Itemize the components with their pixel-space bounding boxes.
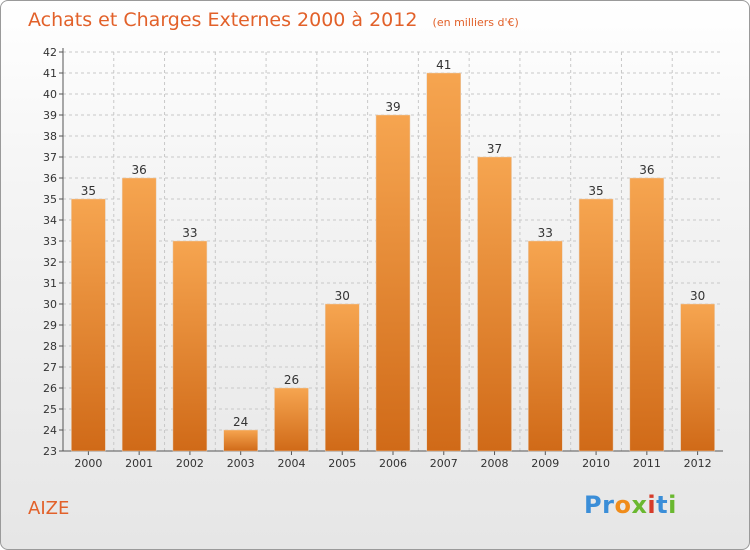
chart-title: Achats et Charges Externes 2000 à 2012 [28, 9, 418, 31]
bar-2000 [71, 198, 106, 452]
x-tick-label: 2000 [74, 457, 102, 470]
y-tick-label: 28 [43, 340, 57, 353]
bar-2006 [375, 114, 411, 452]
y-tick-label: 36 [43, 172, 57, 185]
bars [71, 72, 715, 452]
title-row: Achats et Charges Externes 2000 à 2012 (… [28, 9, 519, 31]
bar-2008 [477, 156, 512, 452]
bar-value-label: 36 [132, 163, 147, 177]
x-tick-label: 2006 [379, 457, 407, 470]
x-tick-label: 2010 [582, 457, 610, 470]
y-tick-label: 23 [43, 445, 57, 458]
x-tick-label: 2008 [481, 457, 509, 470]
y-tick-label: 30 [43, 298, 57, 311]
y-tick-label: 26 [43, 382, 57, 395]
bar-value-label: 35 [588, 184, 603, 198]
x-tick-label: 2007 [430, 457, 458, 470]
x-tick-label: 2001 [125, 457, 153, 470]
bar-value-label: 41 [436, 58, 451, 72]
bar-2012 [680, 303, 715, 452]
x-tick-label: 2004 [277, 457, 305, 470]
y-tick-label: 34 [43, 214, 57, 227]
y-tick-label: 31 [43, 277, 57, 290]
y-tick-label: 35 [43, 193, 57, 206]
bar-value-label: 30 [335, 289, 350, 303]
bar-value-label: 26 [284, 373, 299, 387]
y-tick-label: 25 [43, 403, 57, 416]
x-tick-label: 2002 [176, 457, 204, 470]
x-tick-label: 2003 [227, 457, 255, 470]
bar-value-label: 30 [690, 289, 705, 303]
bar-2010 [578, 198, 614, 452]
y-tick-label: 33 [43, 235, 57, 248]
bar-2002 [172, 240, 208, 452]
bar-2005 [324, 303, 360, 452]
x-tick-label: 2009 [531, 457, 559, 470]
bar-2003 [223, 429, 258, 452]
bar-value-label: 33 [538, 226, 553, 240]
bar-2001 [121, 177, 157, 452]
y-tick-label: 40 [43, 88, 57, 101]
bar-value-label: 39 [385, 100, 400, 114]
bar-2004 [274, 387, 309, 452]
bar-2009 [528, 240, 563, 452]
bar-value-label: 36 [639, 163, 654, 177]
chart-subtitle: (en milliers d'€) [432, 16, 519, 29]
x-tick-label: 2011 [633, 457, 661, 470]
x-tick-label: 2012 [684, 457, 712, 470]
y-tick-label: 32 [43, 256, 57, 269]
bar-value-label: 24 [233, 415, 248, 429]
bar-2007 [426, 72, 462, 452]
labels: 23 24 25 26 27 28 29 30 31 32 33 34 35 36 37 38 39 40 41 42… [43, 46, 712, 470]
bar-value-label: 37 [487, 142, 502, 156]
commune-name: AIZE [28, 498, 70, 519]
y-tick-label: 24 [43, 424, 57, 437]
y-tick-label: 38 [43, 130, 57, 143]
y-tick-label: 27 [43, 361, 57, 374]
bar-2011 [629, 177, 665, 452]
bar-value-label: 35 [81, 184, 96, 198]
y-tick-label: 41 [43, 67, 57, 80]
x-tick-label: 2005 [328, 457, 356, 470]
bar-value-label: 33 [182, 226, 197, 240]
y-tick-label: 42 [43, 46, 57, 59]
y-tick-label: 29 [43, 319, 57, 332]
y-tick-label: 39 [43, 109, 57, 122]
proxiti-logo: Proxiti [584, 491, 677, 519]
y-tick-label: 37 [43, 151, 57, 164]
